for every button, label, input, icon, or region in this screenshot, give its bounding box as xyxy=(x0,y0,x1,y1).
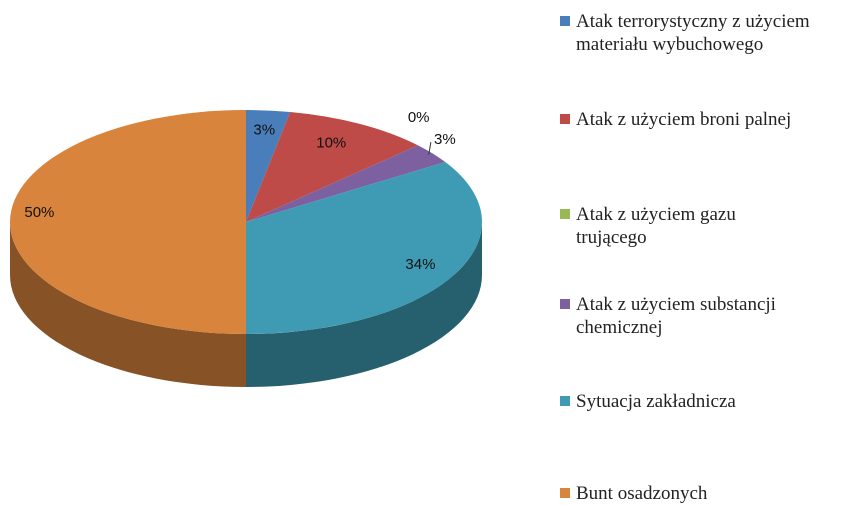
legend-swatch xyxy=(560,396,570,406)
data-label: 34% xyxy=(405,256,435,273)
legend-swatch xyxy=(560,16,570,26)
slice-side xyxy=(246,222,482,387)
slice xyxy=(10,110,246,334)
slice xyxy=(246,111,419,222)
legend-item: Atak z użyciem substancji chemicznej xyxy=(560,293,840,339)
slice xyxy=(246,145,446,222)
data-label: 3% xyxy=(253,122,275,139)
legend-item: Sytuacja zakładnicza xyxy=(560,390,860,413)
data-label: 50% xyxy=(24,204,54,221)
data-label: 0% xyxy=(408,109,430,126)
legend-item: Atak z użyciem gazu trującego xyxy=(560,203,810,249)
leader-line xyxy=(428,142,432,155)
legend-item: Bunt osadzonych xyxy=(560,482,860,505)
legend-label: Atak z użyciem gazu trującego xyxy=(576,204,736,248)
slice-side xyxy=(10,222,246,387)
slice xyxy=(246,161,483,334)
legend-swatch xyxy=(560,488,570,498)
data-label: 3% xyxy=(434,131,456,148)
legend-swatch xyxy=(560,114,570,124)
legend-label: Bunt osadzonych xyxy=(576,483,708,504)
legend-swatch xyxy=(560,299,570,309)
legend-item: Atak terrorystyczny z użyciem materiału … xyxy=(560,10,810,56)
legend-swatch xyxy=(560,209,570,219)
legend-label: Atak z użyciem broni palnej xyxy=(576,109,792,130)
legend-label: Atak terrorystyczny z użyciem materiału … xyxy=(576,11,810,55)
legend-label: Atak z użyciem substancji chemicznej xyxy=(576,294,776,338)
legend-label: Sytuacja zakładnicza xyxy=(576,391,736,412)
data-label: 10% xyxy=(316,134,346,151)
legend-item: Atak z użyciem broni palnej xyxy=(560,108,860,131)
slice xyxy=(246,110,291,222)
